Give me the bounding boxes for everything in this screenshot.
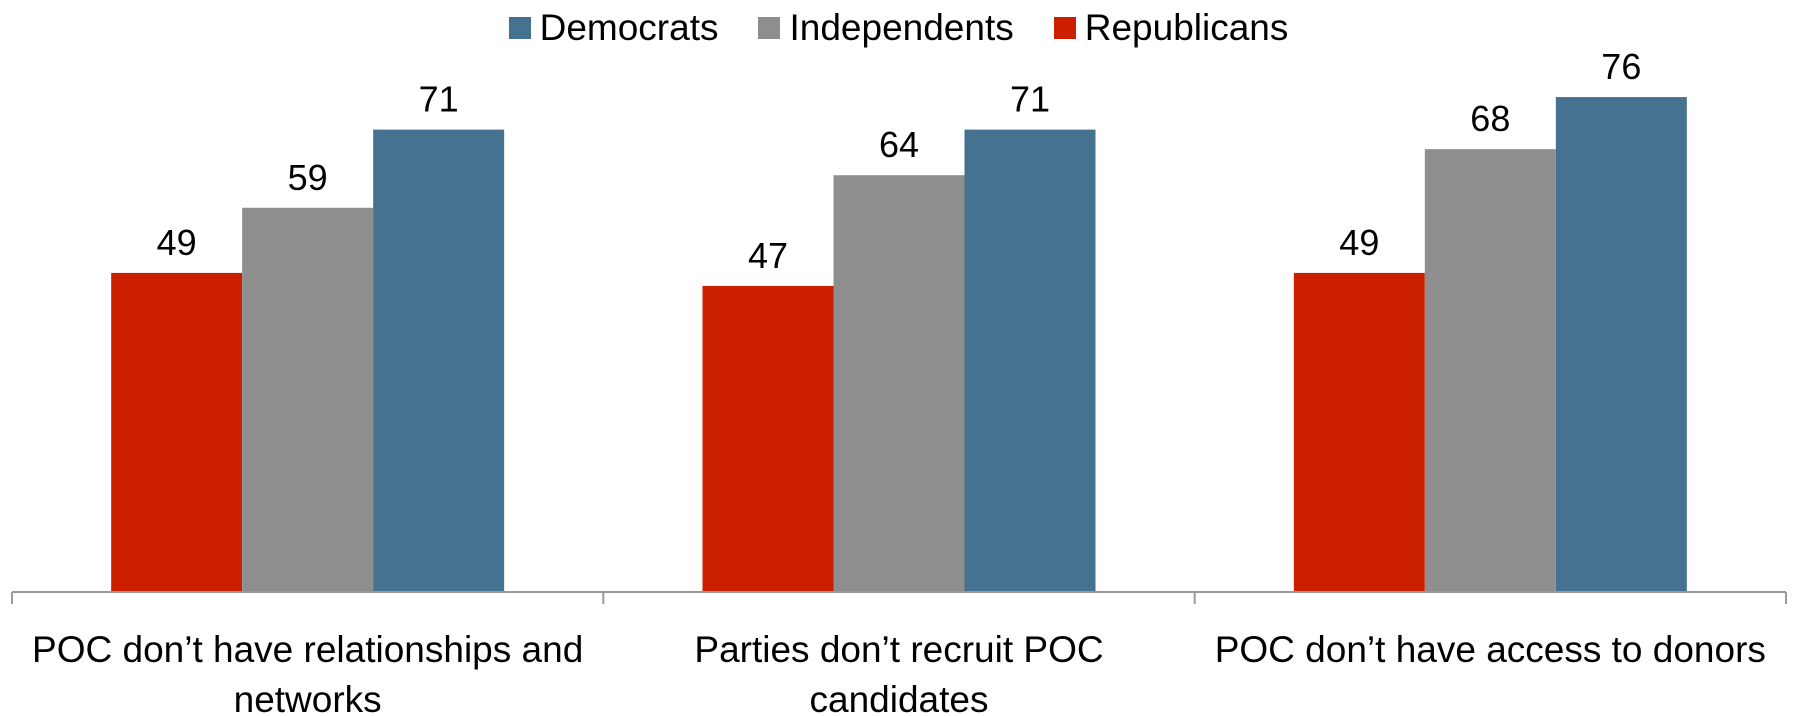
bar-independents-3 [1424, 149, 1556, 593]
bar-democrats-2 [964, 129, 1096, 592]
data-label: 71 [1010, 79, 1050, 120]
category-label: Parties don’t recruit POC [694, 629, 1103, 670]
bar-independents-1 [242, 207, 374, 592]
legend-swatch [508, 17, 531, 39]
legend-swatch [758, 17, 781, 39]
category-label: candidates [810, 679, 989, 716]
data-label: 47 [748, 235, 788, 276]
bar-independents-2 [833, 175, 965, 592]
legend-item-independents: Independents [758, 4, 1014, 52]
data-label: 68 [1470, 98, 1510, 139]
bar-democrats-1 [373, 129, 505, 592]
data-label: 59 [288, 157, 328, 198]
data-label: 49 [1339, 222, 1379, 263]
bar-republicans-2 [702, 285, 834, 592]
legend-label: Republicans [1084, 7, 1289, 48]
data-label: 71 [419, 79, 459, 120]
legend-swatch [1053, 17, 1076, 39]
legend-item-democrats: Democrats [508, 4, 719, 52]
category-label: POC don’t have access to donors [1215, 629, 1766, 670]
category-label: networks [234, 679, 382, 716]
data-label: 64 [879, 124, 919, 165]
category-label: POC don’t have relationships and [32, 629, 583, 670]
bar-republicans-3 [1293, 272, 1425, 592]
legend-label: Democrats [539, 7, 719, 48]
bar-republicans-1 [111, 272, 243, 592]
data-label: 76 [1601, 46, 1641, 87]
bar-democrats-3 [1555, 97, 1687, 592]
data-label: 49 [157, 222, 197, 263]
chart-legend: Democrats Independents Republicans [0, 4, 1797, 52]
legend-label: Independents [789, 7, 1014, 48]
legend-item-republicans: Republicans [1053, 4, 1289, 52]
